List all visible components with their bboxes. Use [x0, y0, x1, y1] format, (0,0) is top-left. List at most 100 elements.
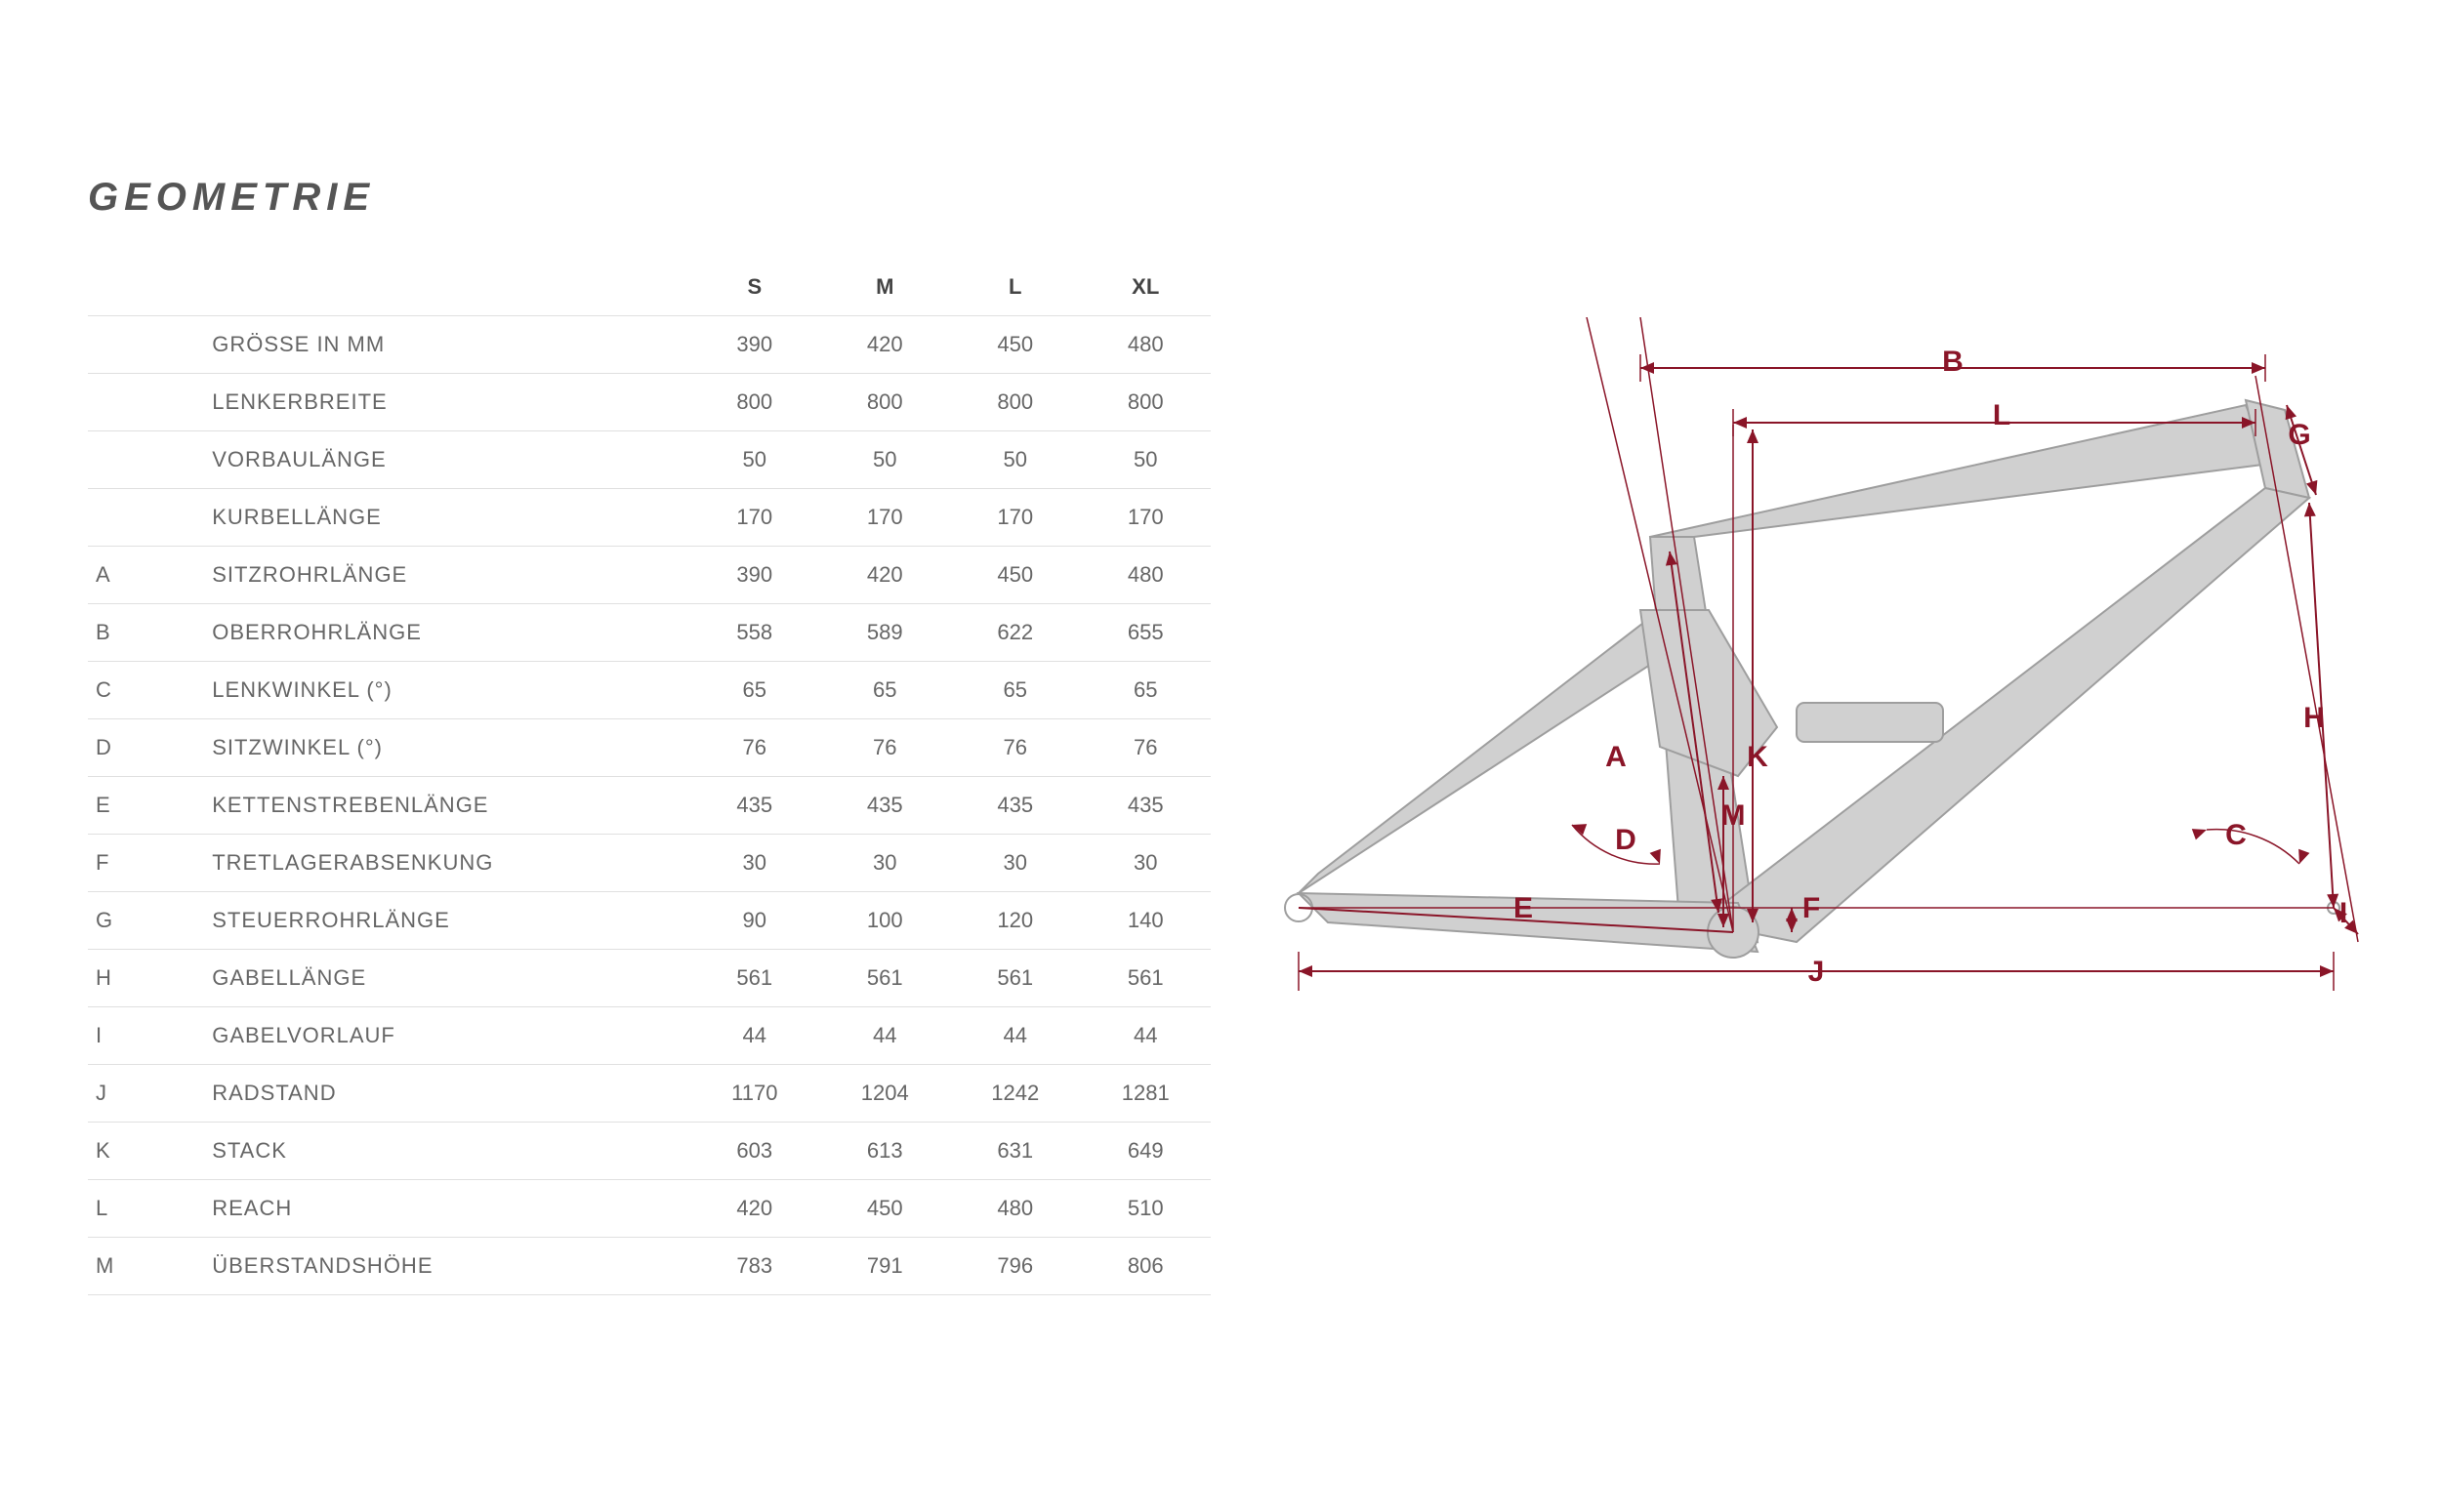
row-code: C	[88, 662, 208, 719]
page-title: GEOMETRIE	[88, 176, 2382, 220]
cell-value: 655	[1080, 604, 1211, 662]
row-label: GABELLÄNGE	[208, 950, 689, 1007]
cell-value: 44	[1080, 1007, 1211, 1065]
row-code: I	[88, 1007, 208, 1065]
cell-value: 613	[820, 1123, 950, 1180]
cell-value: 420	[689, 1180, 819, 1238]
cell-value: 561	[689, 950, 819, 1007]
dim-letter-J: J	[1808, 956, 1825, 988]
table-row: KURBELLÄNGE170170170170	[88, 489, 1211, 547]
dim-letter-E: E	[1513, 892, 1533, 924]
cell-value: 170	[950, 489, 1080, 547]
cell-value: 50	[950, 431, 1080, 489]
cell-value: 450	[820, 1180, 950, 1238]
cell-value: 1204	[820, 1065, 950, 1123]
row-label: STACK	[208, 1123, 689, 1180]
cell-value: 510	[1080, 1180, 1211, 1238]
cell-value: 170	[689, 489, 819, 547]
cell-value: 480	[1080, 316, 1211, 374]
cell-value: 420	[820, 316, 950, 374]
row-code	[88, 316, 208, 374]
cell-value: 420	[820, 547, 950, 604]
table-row: LREACH420450480510	[88, 1180, 1211, 1238]
table-head: S M L XL	[88, 259, 1211, 316]
dim-letter-M: M	[1721, 799, 1746, 832]
cell-value: 76	[950, 719, 1080, 777]
row-code: B	[88, 604, 208, 662]
cell-value: 649	[1080, 1123, 1211, 1180]
frame-diagram: JEFKMLBADGHCI	[1250, 317, 2382, 1040]
row-label: KETTENSTREBENLÄNGE	[208, 777, 689, 835]
cell-value: 796	[950, 1238, 1080, 1295]
cell-value: 65	[1080, 662, 1211, 719]
cell-value: 65	[820, 662, 950, 719]
cell-value: 1281	[1080, 1065, 1211, 1123]
row-code: D	[88, 719, 208, 777]
table-row: LENKERBREITE800800800800	[88, 374, 1211, 431]
row-code: G	[88, 892, 208, 950]
cell-value: 480	[1080, 547, 1211, 604]
row-label: OBERROHRLÄNGE	[208, 604, 689, 662]
row-code: A	[88, 547, 208, 604]
cell-value: 100	[820, 892, 950, 950]
row-code	[88, 489, 208, 547]
row-label: SITZROHRLÄNGE	[208, 547, 689, 604]
table-row: BOBERROHRLÄNGE558589622655	[88, 604, 1211, 662]
cell-value: 140	[1080, 892, 1211, 950]
dim-letter-D: D	[1615, 824, 1636, 856]
cell-value: 76	[689, 719, 819, 777]
row-label: SITZWINKEL (°)	[208, 719, 689, 777]
row-label: GRÖSSE IN MM	[208, 316, 689, 374]
cell-value: 30	[689, 835, 819, 892]
dim-letter-G: G	[2288, 419, 2310, 451]
cell-value: 50	[689, 431, 819, 489]
cell-value: 435	[689, 777, 819, 835]
cell-value: 65	[950, 662, 1080, 719]
cell-value: 170	[820, 489, 950, 547]
table-row: VORBAULÄNGE50505050	[88, 431, 1211, 489]
table-row: ASITZROHRLÄNGE390420450480	[88, 547, 1211, 604]
cell-value: 120	[950, 892, 1080, 950]
row-code	[88, 374, 208, 431]
table-row: EKETTENSTREBENLÄNGE435435435435	[88, 777, 1211, 835]
table-row: GSTEUERROHRLÄNGE90100120140	[88, 892, 1211, 950]
cell-value: 390	[689, 547, 819, 604]
cell-value: 76	[1080, 719, 1211, 777]
table-row: CLENKWINKEL (°)65656565	[88, 662, 1211, 719]
cell-value: 450	[950, 547, 1080, 604]
content-row: S M L XL GRÖSSE IN MM390420450480LENKERB…	[88, 259, 2382, 1295]
row-label: VORBAULÄNGE	[208, 431, 689, 489]
cell-value: 30	[820, 835, 950, 892]
row-code: J	[88, 1065, 208, 1123]
cell-value: 791	[820, 1238, 950, 1295]
dim-letter-B: B	[1942, 346, 1964, 378]
table-row: IGABELVORLAUF44444444	[88, 1007, 1211, 1065]
cell-value: 800	[820, 374, 950, 431]
row-label: REACH	[208, 1180, 689, 1238]
row-label: ÜBERSTANDSHÖHE	[208, 1238, 689, 1295]
cell-value: 50	[820, 431, 950, 489]
table-row: GRÖSSE IN MM390420450480	[88, 316, 1211, 374]
row-code: M	[88, 1238, 208, 1295]
cell-value: 800	[950, 374, 1080, 431]
row-label: LENKWINKEL (°)	[208, 662, 689, 719]
cell-value: 558	[689, 604, 819, 662]
cell-value: 390	[689, 316, 819, 374]
col-XL: XL	[1080, 259, 1211, 316]
table-body: GRÖSSE IN MM390420450480LENKERBREITE8008…	[88, 316, 1211, 1295]
dim-letter-C: C	[2225, 819, 2247, 851]
row-code: L	[88, 1180, 208, 1238]
cell-value: 170	[1080, 489, 1211, 547]
row-label: TRETLAGERABSENKUNG	[208, 835, 689, 892]
cell-value: 435	[820, 777, 950, 835]
geometry-table: S M L XL GRÖSSE IN MM390420450480LENKERB…	[88, 259, 1211, 1295]
row-code: K	[88, 1123, 208, 1180]
row-code: H	[88, 950, 208, 1007]
cell-value: 589	[820, 604, 950, 662]
row-code: F	[88, 835, 208, 892]
cell-value: 435	[1080, 777, 1211, 835]
table-row: FTRETLAGERABSENKUNG30303030	[88, 835, 1211, 892]
row-code	[88, 431, 208, 489]
cell-value: 480	[950, 1180, 1080, 1238]
cell-value: 622	[950, 604, 1080, 662]
